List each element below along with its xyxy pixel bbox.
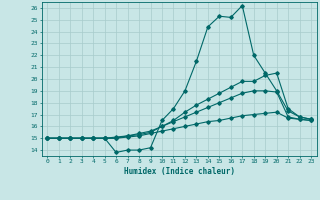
X-axis label: Humidex (Indice chaleur): Humidex (Indice chaleur) — [124, 167, 235, 176]
